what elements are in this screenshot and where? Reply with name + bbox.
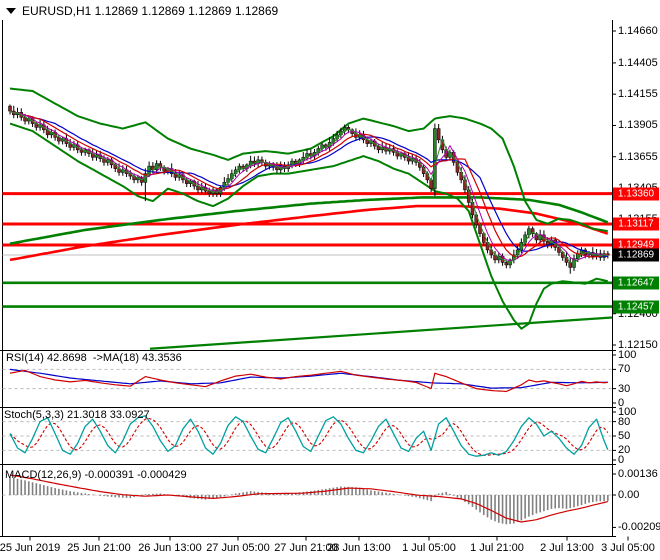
price-badge-support: 1.12457 — [613, 300, 659, 314]
time-axis-label: 28 Jun 13:00 — [327, 542, 391, 554]
stoch-indicator-label: Stoch(5,3,3) 21.3018 33.0927 — [4, 409, 150, 421]
chart-header: EURUSD,H1 1.12869 1.12869 1.12869 1.1286… — [6, 4, 278, 18]
price-tick-label: 1.12150 — [618, 339, 658, 351]
price-tick-label: 1.14155 — [618, 88, 658, 101]
rsi-scale-label: 0 — [618, 397, 625, 409]
macd-scale-label: 0.00 — [618, 489, 640, 501]
stoch-scale-label: 80 — [618, 415, 631, 428]
macd-indicator-label: MACD(12,26,9) -0.000391 -0.000429 — [5, 469, 187, 481]
rsi-scale-label: 100 — [618, 349, 637, 361]
chart-title: EURUSD,H1 1.12869 1.12869 1.12869 1.1286… — [22, 4, 279, 18]
time-axis-label: 25 Jun 2019 — [0, 542, 61, 554]
rsi-scale-label: 70 — [618, 363, 631, 376]
time-axis-label: 2 Jul 13:00 — [540, 542, 594, 554]
macd-scale-label: -0.002099 — [618, 521, 660, 534]
price-tick-label: 1.14405 — [618, 56, 658, 69]
stoch-scale-label: 20 — [618, 444, 631, 457]
time-axis-label: 27 Jun 05:00 — [206, 542, 270, 554]
time-axis-label: 1 Jul 21:00 — [470, 542, 524, 554]
symbol-dropdown-icon[interactable] — [6, 8, 16, 14]
time-axis-label: 25 Jun 21:00 — [67, 542, 131, 554]
price-badge-resistance: 1.13360 — [613, 187, 659, 201]
rsi-indicator-label: RSI(14) 42.8698 ->MA(18) 43.3536 — [6, 352, 182, 364]
stoch-scale-label: 50 — [618, 430, 631, 442]
price-tick-label: 1.14660 — [618, 25, 658, 37]
price-badge-support: 1.12647 — [613, 276, 659, 290]
stoch-scale-label: 100 — [618, 406, 637, 418]
macd-scale-label: 0.00136 — [618, 468, 658, 480]
price-tick-label: 1.13905 — [618, 119, 658, 132]
time-axis-label: 3 Jul 05:00 — [601, 542, 655, 554]
time-axis-label: 1 Jul 05:00 — [402, 542, 456, 554]
rsi-scale-label: 30 — [618, 382, 631, 395]
price-badge-resistance: 1.13117 — [613, 217, 659, 231]
price-badge-current-price: 1.12869 — [613, 248, 659, 262]
price-badge-resistance: 1.12949 — [613, 238, 659, 252]
price-tick-label: 1.13655 — [618, 150, 658, 163]
time-axis-label: 26 Jun 13:00 — [138, 542, 202, 554]
time-axis-label: 27 Jun 21:00 — [274, 542, 338, 554]
stoch-scale-label: 0 — [618, 454, 625, 466]
